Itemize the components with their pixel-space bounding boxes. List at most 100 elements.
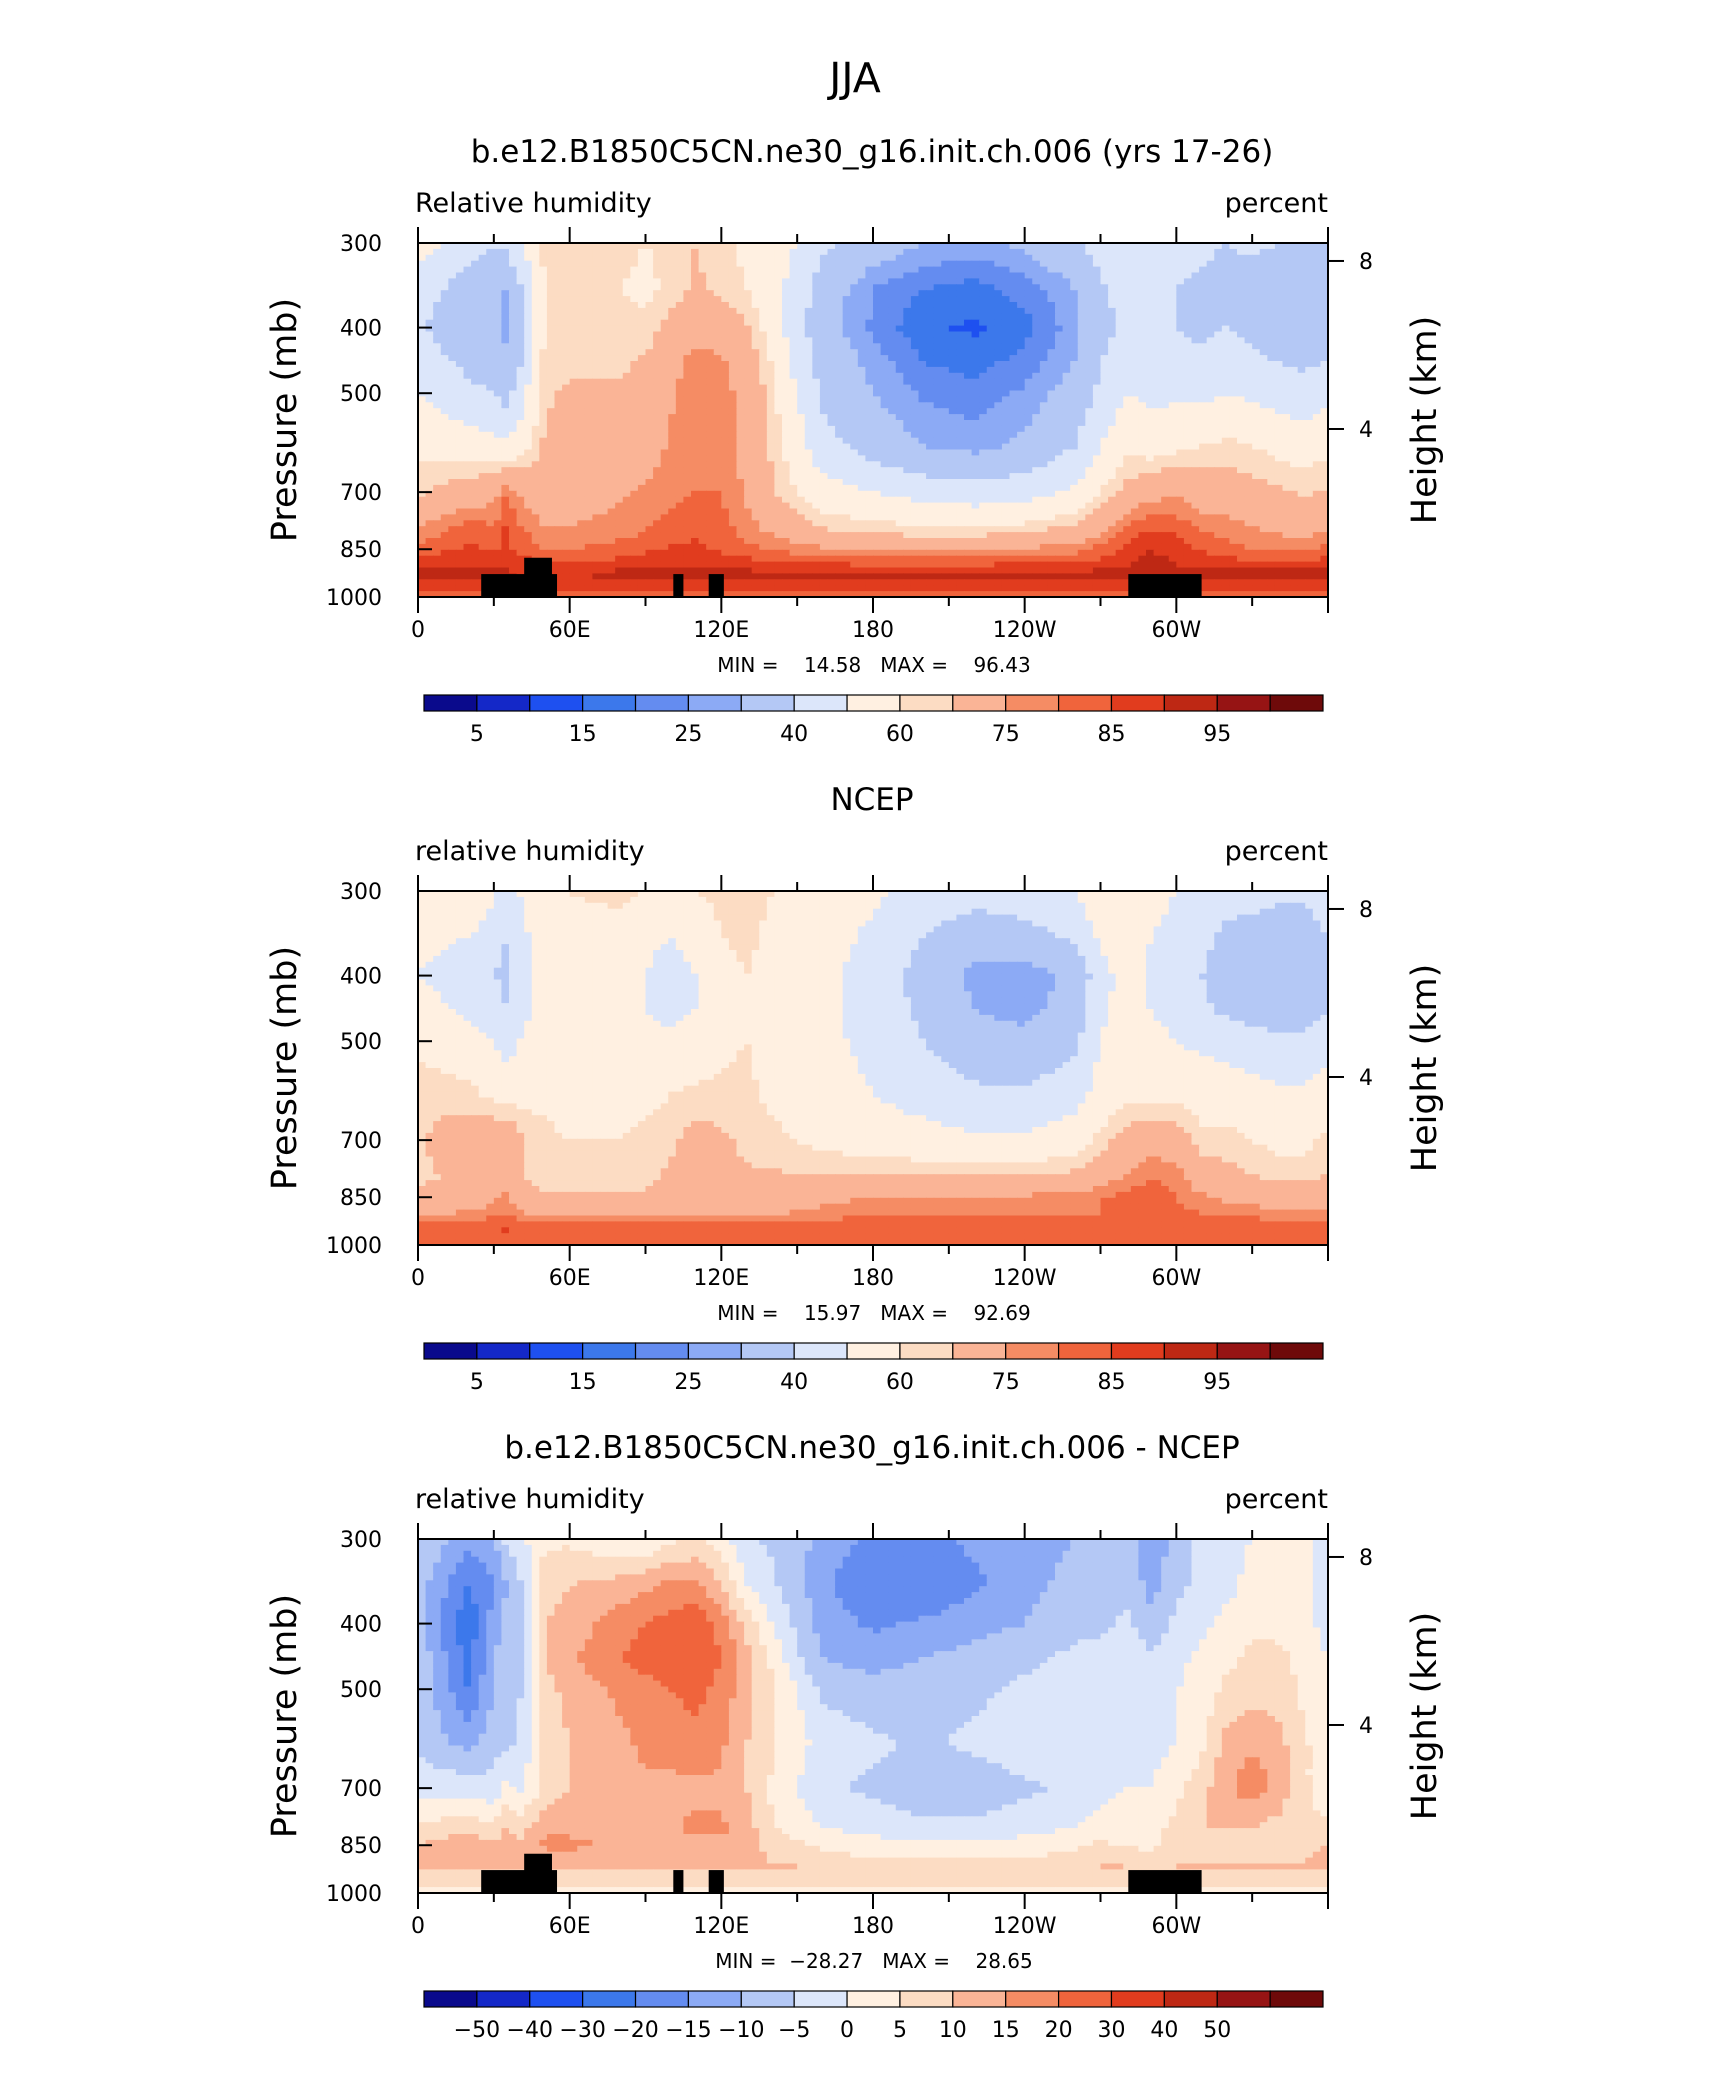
contour-cell [668,414,677,421]
contour-cell [759,290,768,297]
contour-cell [1267,473,1276,480]
contour-cell [554,414,563,421]
contour-cell [645,455,654,462]
contour-cell [630,296,639,303]
contour-cell [1305,425,1314,433]
contour-cell [910,431,920,439]
contour-cell [1039,325,1049,333]
contour-cell [1108,302,1117,309]
contour-cell [1259,254,1268,262]
contour-cell [736,272,745,279]
contour-cell [933,361,942,368]
contour-cell [1138,243,1147,250]
contour-cell [1168,349,1177,356]
contour-cell [600,467,609,474]
contour-cell [1100,313,1109,321]
contour-cell [933,337,942,344]
contour-cell [1305,325,1314,333]
contour-cell [948,319,958,327]
contour-cell [736,296,745,303]
contour-cell [819,284,829,291]
contour-cell [956,278,965,285]
contour-cell [933,260,942,268]
contour-cell [493,431,503,439]
contour-cell [1092,290,1102,297]
contour-cell [1153,325,1162,333]
contour-cell [819,260,829,268]
contour-cell [964,443,973,451]
contour-cell [819,467,829,474]
contour-cell [873,272,882,279]
contour-cell [653,408,662,415]
contour-cell [501,414,510,421]
contour-cell [1183,461,1193,468]
contour-cell [1282,319,1291,327]
contour-cell [668,384,677,392]
contour-cell [956,337,965,344]
contour-cell [774,266,783,274]
contour-cell [979,467,988,474]
contour-cell [509,278,518,285]
contour-cell [1001,266,1011,274]
contour-cell [1009,461,1018,468]
contour-cell [706,331,715,338]
contour-cell [766,431,776,439]
contour-cell [1267,307,1276,315]
contour-cell [774,366,783,374]
contour-cell [706,337,715,344]
contour-cell [486,349,495,356]
contour-cell [569,408,578,415]
contour-cell [1259,402,1268,409]
contour-cell [486,248,495,256]
contour-cell [698,366,707,374]
contour-cell [804,296,813,303]
contour-cell [455,366,465,374]
contour-cell [600,337,609,344]
contour-cell [1130,396,1140,403]
contour-cell [1085,325,1094,333]
contour-cell [766,272,776,279]
contour-cell [1191,272,1200,279]
contour-cell [1077,290,1086,297]
contour-cell [1237,266,1246,274]
contour-cell [1039,425,1049,433]
contour-cell [660,372,669,380]
contour-cell [941,443,950,451]
contour-cell [766,372,776,380]
contour-cell [1153,420,1162,427]
contour-cell [433,455,442,462]
contour-cell [1009,378,1018,386]
contour-cell [1161,366,1170,374]
contour-cell [509,479,518,486]
contour-cell [774,443,783,451]
contour-cell [592,408,601,415]
contour-cell [478,343,487,350]
contour-cell [918,343,927,350]
contour-cell [1077,425,1086,433]
contour-cell [539,467,548,474]
contour-cell [850,302,859,309]
contour-cell [516,467,525,474]
contour-cell [713,408,722,415]
contour-cell [1282,402,1291,409]
contour-cell [524,349,533,356]
contour-cell [941,378,950,386]
contour-cell [1153,290,1162,297]
contour-cell [706,443,715,451]
contour-cell [425,319,434,327]
contour-cell [1237,307,1246,315]
contour-cell [1229,396,1238,403]
contour-cell [948,290,958,297]
contour-cell [895,343,904,350]
contour-cell [910,302,920,309]
contour-cell [509,243,518,250]
contour-cell [736,243,745,250]
contour-cell [1001,479,1011,486]
contour-cell [1100,408,1109,415]
contour-cell [842,349,851,356]
contour-cell [562,437,571,445]
contour-cell [1267,461,1276,468]
contour-cell [1161,278,1170,285]
contour-cell [842,414,851,421]
contour-cell [1085,361,1094,368]
